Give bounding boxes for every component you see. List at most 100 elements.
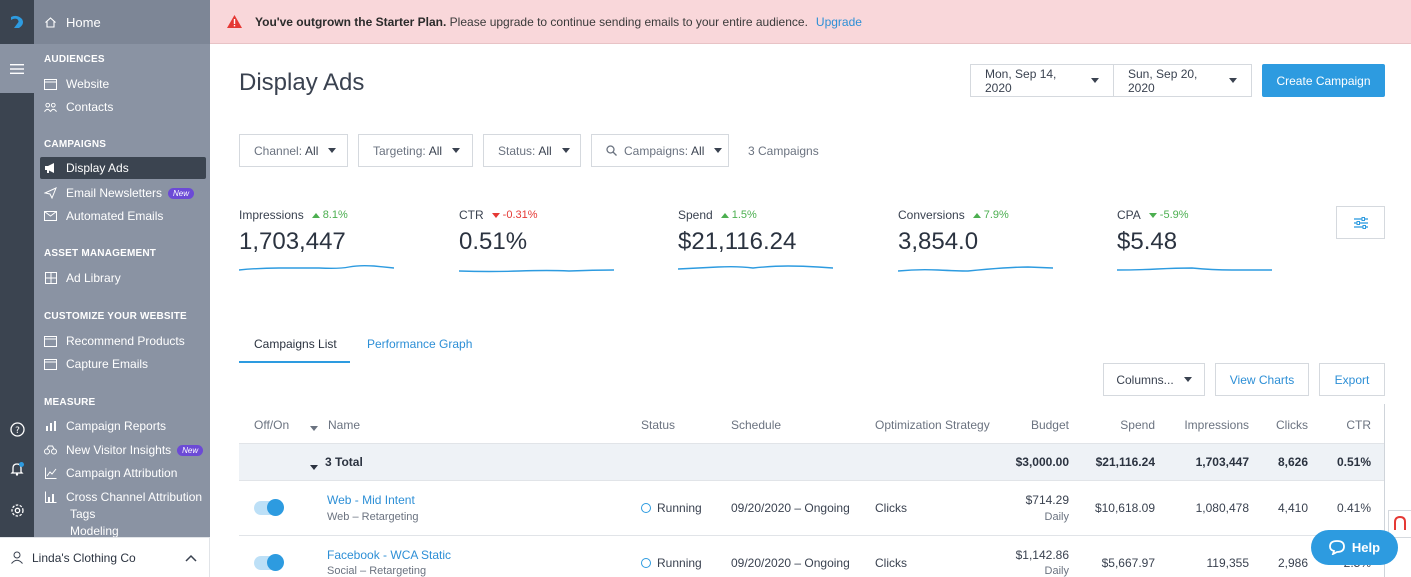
column-header-clicks[interactable]: Clicks [1276, 418, 1308, 432]
campaign-toggle[interactable] [254, 554, 284, 571]
filter-label: Status: [498, 143, 536, 158]
help-circle-icon[interactable]: ? [0, 414, 34, 444]
sidebar-item-new-visitor-insights[interactable]: New Visitor Insights New [40, 439, 206, 461]
caret-down-icon [561, 148, 570, 153]
caret-down-icon [1229, 78, 1237, 83]
banner-text: Please upgrade to continue sending email… [449, 14, 808, 29]
campaign-clicks: 4,410 [1277, 501, 1308, 515]
targeting-filter[interactable]: Targeting: All [358, 134, 473, 167]
collapse-caret-icon[interactable] [310, 459, 318, 473]
sidebar-item-campaign-reports[interactable]: Campaign Reports [40, 415, 206, 437]
menu-icon[interactable] [0, 44, 34, 93]
sidebar-subitem-tags[interactable]: Tags [70, 507, 96, 521]
settings-gear-icon[interactable] [0, 495, 34, 525]
status-filter[interactable]: Status: All [483, 134, 581, 167]
campaign-budget: $1,142.86 [1015, 548, 1069, 562]
campaign-optimization: Clicks [875, 556, 907, 570]
paper-plane-icon [44, 187, 57, 200]
column-header-off-on[interactable]: Off/On [254, 418, 290, 432]
campaign-impressions: 1,080,478 [1195, 501, 1249, 515]
sidebar-item-display-ads[interactable]: Display Ads [40, 157, 206, 179]
filter-value: All [691, 143, 705, 158]
notification-bell-icon[interactable] [0, 454, 34, 484]
active-tab-indicator [239, 361, 350, 363]
view-charts-button[interactable]: View Charts [1215, 363, 1309, 396]
campaign-ctr: 0.41% [1336, 501, 1371, 515]
sidebar-item-email-newsletters[interactable]: Email Newsletters New [40, 182, 206, 204]
filter-label: Channel: [254, 143, 303, 158]
metric-label: Conversions [898, 208, 965, 222]
chat-bubble-icon [1329, 540, 1345, 555]
chevron-up-icon[interactable] [185, 551, 197, 565]
account-switcher[interactable]: Linda's Clothing Co [0, 537, 210, 577]
help-button[interactable]: Help [1311, 530, 1398, 565]
create-campaign-button[interactable]: Create Campaign [1262, 64, 1385, 97]
start-date-picker[interactable]: Mon, Sep 14, 2020 [970, 64, 1114, 97]
sparkline-impressions [239, 264, 394, 271]
column-header-name[interactable]: Name [328, 418, 361, 432]
sidebar-item-home[interactable]: Home [34, 0, 210, 44]
sidebar-item-campaign-attribution[interactable]: Campaign Attribution [40, 462, 206, 484]
column-header-ctr[interactable]: CTR [1346, 418, 1371, 432]
caret-down-icon [452, 148, 461, 153]
metric-value: 3,854.0 [898, 228, 979, 255]
sidebar-item-automated-emails[interactable]: Automated Emails [40, 205, 206, 227]
app-logo-icon[interactable] [0, 0, 34, 44]
sidebar: Home AUDIENCES Website Contacts CAMPAIGN… [34, 0, 210, 537]
feedback-widget-icon[interactable] [1388, 510, 1411, 538]
column-header-schedule[interactable]: Schedule [731, 418, 782, 432]
triangle-up-icon [972, 212, 981, 218]
sparkline-conversions [898, 266, 1053, 272]
sidebar-subitem-modeling[interactable]: Modeling [70, 524, 119, 537]
column-header-impressions[interactable]: Impressions [1184, 418, 1249, 432]
metrics-settings-button[interactable] [1336, 206, 1385, 239]
channel-filter[interactable]: Channel: All [239, 134, 348, 167]
column-header-optimization[interactable]: Optimization Strategy [875, 418, 990, 432]
campaign-status: Running [641, 501, 702, 515]
campaign-toggle[interactable] [254, 499, 284, 516]
end-date-picker[interactable]: Sun, Sep 20, 2020 [1113, 64, 1252, 97]
tab-performance-graph[interactable]: Performance Graph [367, 337, 473, 351]
export-button[interactable]: Export [1319, 363, 1385, 396]
upgrade-link[interactable]: Upgrade [815, 14, 862, 29]
metric-label: CTR [459, 208, 484, 222]
sparkline-cpa [1117, 267, 1272, 271]
campaigns-filter[interactable]: Campaigns: All [591, 134, 729, 167]
sidebar-item-label: Capture Emails [66, 357, 149, 371]
metric-change: 1.5% [720, 209, 757, 221]
sidebar-item-label: Display Ads [66, 161, 129, 175]
sidebar-item-recommend-products[interactable]: Recommend Products [40, 330, 206, 352]
campaign-name-link[interactable]: Web - Mid Intent [327, 493, 415, 507]
triangle-down-icon [491, 212, 500, 218]
binoculars-icon [44, 444, 57, 457]
line-chart-icon [44, 467, 57, 480]
sparkline-ctr [459, 269, 614, 273]
account-name: Linda's Clothing Co [32, 550, 136, 565]
section-measure: MEASURE [44, 397, 96, 408]
filter-value: All [305, 143, 319, 158]
sidebar-item-website[interactable]: Website [40, 73, 206, 95]
columns-dropdown[interactable]: Columns... [1103, 363, 1205, 396]
sidebar-item-contacts[interactable]: Contacts [40, 96, 206, 118]
sort-caret-icon[interactable] [310, 420, 318, 434]
column-header-budget[interactable]: Budget [1030, 418, 1069, 432]
caret-down-icon [714, 148, 723, 153]
column-header-spend[interactable]: Spend [1120, 418, 1155, 432]
tab-campaigns-list[interactable]: Campaigns List [254, 337, 337, 351]
caret-down-icon [328, 148, 337, 153]
triangle-up-icon [720, 212, 729, 218]
sidebar-item-capture-emails[interactable]: Capture Emails [40, 353, 206, 375]
column-header-status[interactable]: Status [641, 418, 676, 432]
sidebar-item-cross-channel-attribution[interactable]: Cross Channel Attribution [40, 486, 206, 508]
metric-label: Impressions [239, 208, 304, 222]
sidebar-item-label: Campaign Reports [66, 419, 167, 433]
status-circle-icon [641, 503, 651, 513]
upgrade-banner: You've outgrown the Starter Plan. Please… [210, 0, 1411, 44]
sidebar-item-label: New Visitor Insights [66, 443, 172, 457]
sidebar-item-label: Email Newsletters [66, 186, 163, 200]
campaign-name-link[interactable]: Facebook - WCA Static [327, 548, 452, 562]
metric-cpa: CPA -5.9% $5.48 [1117, 208, 1277, 274]
browser-window-icon [44, 358, 57, 371]
sidebar-item-ad-library[interactable]: Ad Library [40, 267, 206, 289]
table-total-row [239, 444, 1385, 481]
